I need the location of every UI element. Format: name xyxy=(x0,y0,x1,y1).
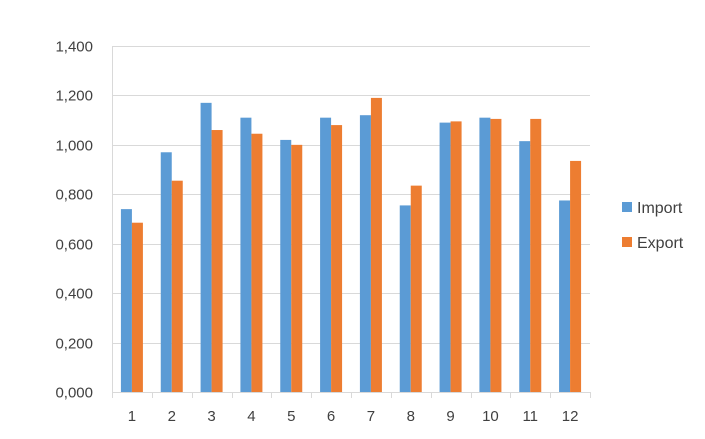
x-tick-label-8: 8 xyxy=(407,408,415,425)
x-tick-label-4: 4 xyxy=(247,408,255,425)
x-tick-label-6: 6 xyxy=(327,408,335,425)
bar-import-5 xyxy=(280,139,292,392)
y-tick-label-7: 1,400 xyxy=(55,39,93,56)
bar-export-8 xyxy=(410,185,422,392)
x-tick-label-11: 11 xyxy=(522,408,538,425)
bar-import-12 xyxy=(559,200,571,392)
legend-swatch-export xyxy=(622,237,632,247)
x-tick-label-12: 12 xyxy=(562,408,579,425)
bar-export-3 xyxy=(211,130,223,392)
bar-import-8 xyxy=(399,205,411,392)
y-tick-label-6: 1,200 xyxy=(55,88,93,105)
bar-export-4 xyxy=(251,133,263,392)
bar-import-6 xyxy=(320,117,332,393)
x-tick-label-1: 1 xyxy=(128,408,136,425)
x-axis-tick-labels: 1 2 3 4 5 6 7 8 9 10 11 12 xyxy=(128,408,579,425)
x-tick-label-5: 5 xyxy=(287,408,295,425)
y-axis-tick-labels: 0,000 0,200 0,400 0,600 0,800 1,000 1,200 1,400 xyxy=(55,39,93,402)
legend-label-import: Import xyxy=(637,200,683,217)
bar-export-10 xyxy=(490,118,502,393)
bar-export-9 xyxy=(450,121,462,392)
bar-import-1 xyxy=(120,209,132,392)
axes xyxy=(112,46,591,398)
bar-import-11 xyxy=(519,141,531,392)
legend-label-export: Export xyxy=(637,235,684,252)
bar-export-12 xyxy=(570,160,582,392)
gridlines xyxy=(112,46,590,344)
x-tick-label-3: 3 xyxy=(207,408,215,425)
y-tick-label-4: 0,800 xyxy=(55,187,93,204)
bars xyxy=(120,97,582,393)
x-tick-label-9: 9 xyxy=(446,408,454,425)
bar-export-6 xyxy=(331,125,343,392)
y-tick-label-3: 0,600 xyxy=(55,237,93,254)
bar-export-2 xyxy=(171,180,183,392)
x-tick-label-2: 2 xyxy=(168,408,176,425)
bar-import-3 xyxy=(200,102,212,392)
bar-export-11 xyxy=(530,118,542,393)
bar-import-4 xyxy=(240,117,252,393)
x-tick-label-10: 10 xyxy=(482,408,499,425)
bar-export-5 xyxy=(291,144,303,392)
y-tick-label-1: 0,200 xyxy=(55,336,93,353)
bar-export-7 xyxy=(370,97,382,393)
bar-import-10 xyxy=(479,117,491,393)
y-tick-label-0: 0,000 xyxy=(55,385,93,402)
bar-export-1 xyxy=(131,222,143,392)
y-tick-label-2: 0,400 xyxy=(55,286,93,303)
x-tick-label-7: 7 xyxy=(367,408,375,425)
bar-import-9 xyxy=(439,122,451,392)
bar-import-7 xyxy=(359,115,371,392)
bar-import-2 xyxy=(160,152,172,392)
y-tick-label-5: 1,000 xyxy=(55,138,93,155)
legend-swatch-import xyxy=(622,202,632,212)
legend: Import Export xyxy=(622,200,684,252)
